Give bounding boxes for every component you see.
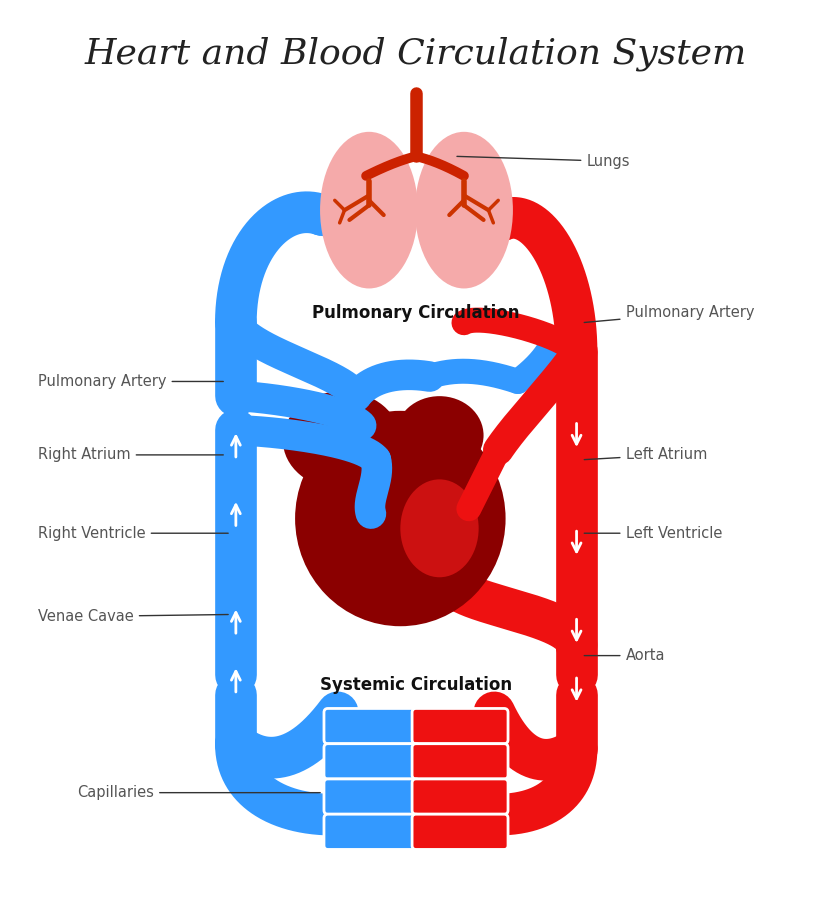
FancyBboxPatch shape xyxy=(324,708,420,743)
Text: Heart and Blood Circulation System: Heart and Blood Circulation System xyxy=(85,36,747,71)
FancyBboxPatch shape xyxy=(412,814,508,850)
Text: Aorta: Aorta xyxy=(584,648,665,663)
Text: Systemic Circulation: Systemic Circulation xyxy=(320,676,512,694)
Text: Pulmonary Circulation: Pulmonary Circulation xyxy=(312,304,520,322)
Text: Venae Cavae: Venae Cavae xyxy=(38,609,228,624)
FancyBboxPatch shape xyxy=(324,743,420,779)
Text: Right Ventricle: Right Ventricle xyxy=(38,526,228,541)
Text: Capillaries: Capillaries xyxy=(77,785,320,800)
Ellipse shape xyxy=(320,131,418,289)
Text: Left Ventricle: Left Ventricle xyxy=(584,526,722,541)
Ellipse shape xyxy=(415,131,513,289)
FancyBboxPatch shape xyxy=(412,743,508,779)
FancyBboxPatch shape xyxy=(412,708,508,743)
Text: Left Atrium: Left Atrium xyxy=(584,447,707,463)
FancyBboxPatch shape xyxy=(324,814,420,850)
Ellipse shape xyxy=(395,396,483,474)
Text: Pulmonary Artery: Pulmonary Artery xyxy=(38,374,223,389)
FancyBboxPatch shape xyxy=(412,779,508,814)
Text: Lungs: Lungs xyxy=(457,154,630,168)
Ellipse shape xyxy=(400,480,478,577)
Text: Pulmonary Artery: Pulmonary Artery xyxy=(584,305,754,322)
FancyBboxPatch shape xyxy=(324,779,420,814)
Ellipse shape xyxy=(295,410,506,626)
Ellipse shape xyxy=(283,392,400,490)
Text: Right Atrium: Right Atrium xyxy=(38,447,223,463)
